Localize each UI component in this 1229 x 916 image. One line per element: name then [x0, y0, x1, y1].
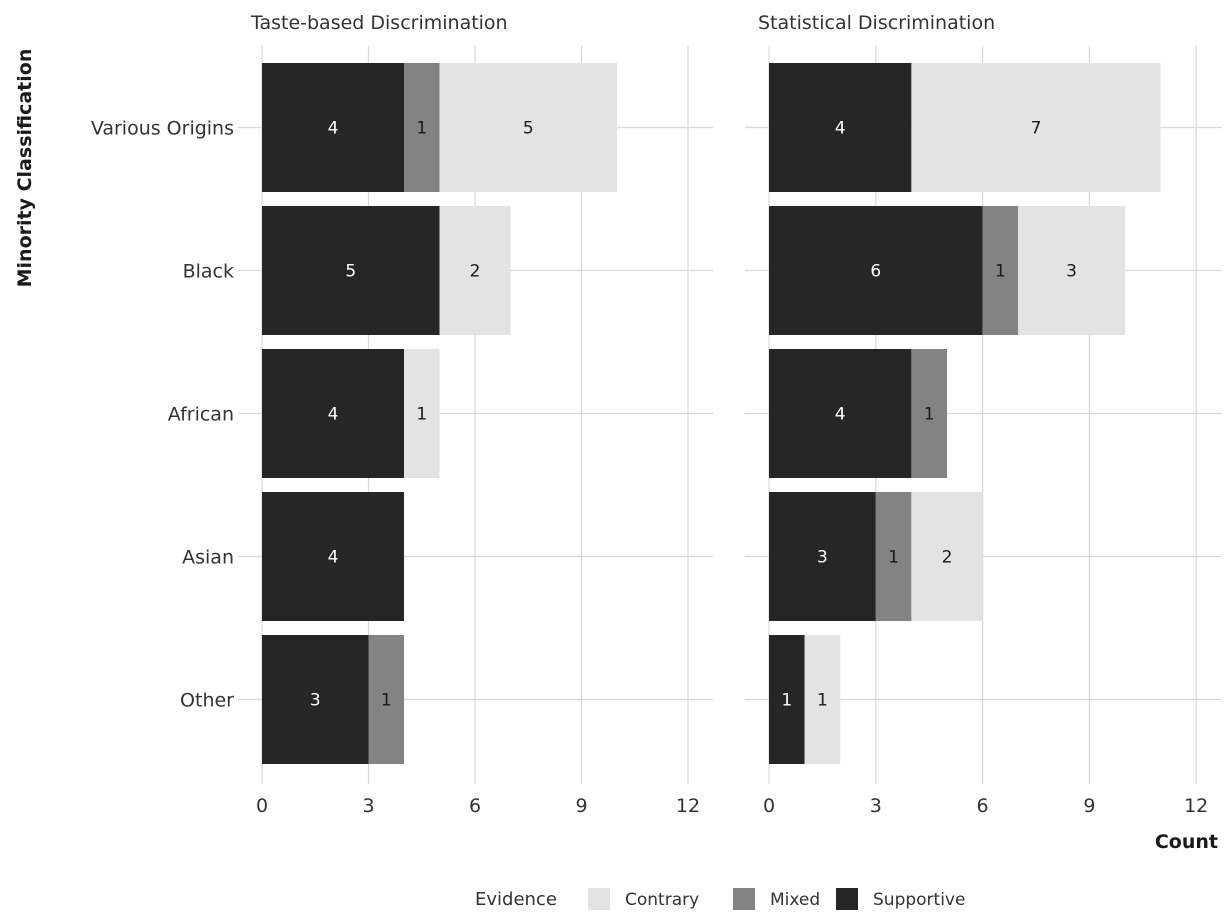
bar-segment-supportive	[262, 206, 440, 335]
legend-label: Mixed	[770, 890, 820, 910]
bar-segment-mixed	[982, 206, 1019, 335]
bar-segment-contrary	[439, 63, 617, 192]
bar-segment-contrary	[804, 635, 841, 764]
facet-title: Taste-based Discrimination	[250, 12, 508, 34]
category-label: Other	[180, 690, 234, 712]
bar-segment-contrary	[1018, 206, 1125, 335]
x-tick-label: 3	[362, 795, 374, 817]
data-label: 4	[328, 119, 339, 139]
x-tick-label: 9	[575, 795, 587, 817]
bar-segment-contrary	[911, 492, 983, 621]
data-label: 4	[835, 405, 846, 425]
x-tick-label: 0	[763, 795, 775, 817]
bar-segment-supportive	[769, 492, 876, 621]
legend-title: Evidence	[475, 889, 557, 910]
legend-swatch-mixed	[733, 888, 755, 910]
data-label: 4	[328, 548, 339, 568]
data-label: 1	[416, 405, 427, 425]
legend-swatch-contrary	[588, 888, 610, 910]
data-label: 3	[817, 548, 828, 568]
legend-label: Supportive	[873, 890, 965, 910]
category-label: Black	[183, 261, 234, 283]
data-label: 5	[345, 262, 356, 282]
data-label: 3	[1066, 262, 1077, 282]
bar-segment-supportive	[769, 63, 912, 192]
data-label: 7	[1031, 119, 1042, 139]
category-label: Various Origins	[91, 118, 234, 140]
data-label: 2	[470, 262, 481, 282]
data-label: 1	[781, 691, 792, 711]
data-label: 3	[310, 691, 321, 711]
bar-segment-contrary	[439, 206, 511, 335]
bar-segment-supportive	[262, 349, 404, 478]
x-tick-label: 3	[870, 795, 882, 817]
x-tick-label: 12	[676, 795, 700, 817]
bar-segment-supportive	[262, 63, 404, 192]
x-tick-label: 12	[1184, 795, 1208, 817]
data-label: 1	[817, 691, 828, 711]
data-label: 1	[381, 691, 392, 711]
bar-segment-supportive	[262, 492, 404, 621]
x-tick-label: 0	[256, 795, 268, 817]
legend-label: Contrary	[625, 890, 699, 910]
data-label: 4	[835, 119, 846, 139]
bar-segment-mixed	[911, 349, 947, 478]
bar-segment-supportive	[769, 349, 912, 478]
x-tick-label: 6	[977, 795, 989, 817]
bar-segment-mixed	[875, 492, 912, 621]
bar-segment-supportive	[769, 635, 805, 764]
legend-swatch-supportive	[836, 888, 858, 910]
data-label: 1	[995, 262, 1006, 282]
category-label: Asian	[182, 547, 234, 569]
bar-segment-supportive	[769, 206, 983, 335]
x-axis-title: Count	[1155, 831, 1218, 853]
data-label: 1	[924, 405, 935, 425]
bar-segment-contrary	[911, 63, 1161, 192]
bar-segment-contrary	[404, 349, 440, 478]
data-label: 6	[870, 262, 881, 282]
bar-segment-mixed	[404, 63, 440, 192]
y-axis-title: Minority Classification	[14, 49, 36, 288]
x-tick-label: 6	[469, 795, 481, 817]
bar-segment-mixed	[368, 635, 404, 764]
bar-segment-supportive	[262, 635, 369, 764]
data-label: 1	[888, 548, 899, 568]
data-label: 4	[328, 405, 339, 425]
data-label: 1	[416, 119, 427, 139]
category-label: African	[168, 404, 234, 426]
data-label: 2	[942, 548, 953, 568]
x-tick-label: 9	[1083, 795, 1095, 817]
data-label: 5	[523, 119, 534, 139]
legend: Evidence Contrary Mixed Supportive	[475, 888, 965, 910]
facet-title: Statistical Discrimination	[758, 12, 995, 34]
